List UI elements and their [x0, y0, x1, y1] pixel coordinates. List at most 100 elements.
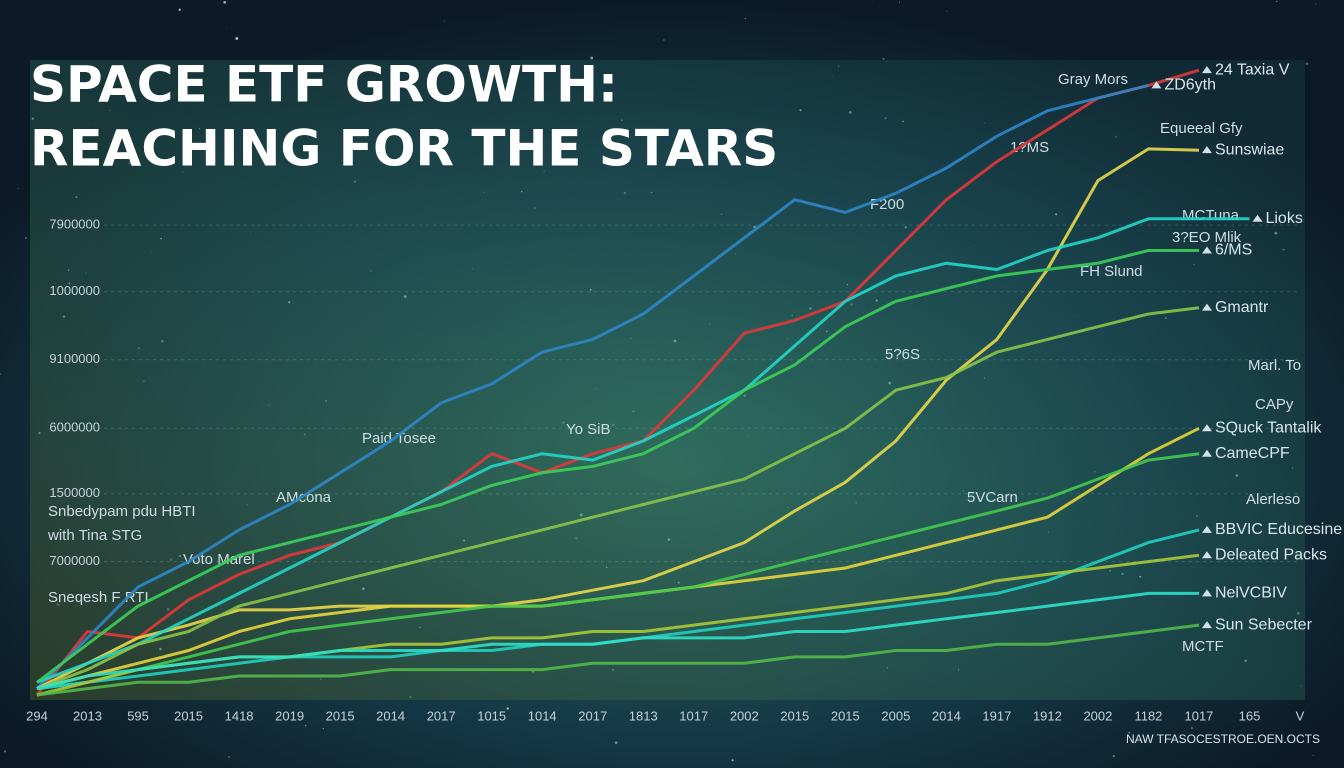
star	[228, 756, 230, 758]
x-tick-label: V	[1296, 708, 1305, 723]
annotation: Snbedypam pdu HBTI	[48, 503, 196, 520]
star	[358, 734, 359, 735]
annotation: Yo SiB	[566, 421, 610, 438]
star	[3, 750, 7, 753]
y-tick-label: 7000000	[49, 553, 100, 568]
x-tick-label: 1182	[1134, 708, 1162, 723]
annotation: F200	[870, 196, 904, 213]
star	[946, 10, 948, 12]
series-line	[36, 452, 1200, 691]
y-tick-label: 1500000	[49, 485, 100, 500]
star	[1312, 754, 1314, 757]
series-line	[35, 68, 1200, 696]
annotation: Equeeal Gfy	[1160, 120, 1243, 137]
star	[709, 723, 711, 725]
x-tick-label: 165	[1239, 708, 1261, 723]
series-line	[36, 591, 1199, 691]
star	[882, 57, 885, 60]
series-line	[36, 249, 1199, 684]
legend-marker	[1201, 246, 1212, 254]
legend-label: SQuck Tantalik	[1215, 420, 1322, 437]
star	[235, 37, 239, 40]
legend-label: Lioks	[1265, 210, 1302, 227]
x-tick-label: 2005	[881, 708, 910, 723]
chart-title: SPACE ETF GROWTH:	[30, 56, 618, 114]
star	[223, 0, 226, 4]
series-line	[36, 147, 1200, 690]
star	[744, 17, 746, 20]
x-tick-label: 1017	[1184, 708, 1213, 723]
legend-marker	[1201, 303, 1212, 311]
annotation: 1?MS	[1010, 139, 1049, 156]
x-tick-label: 2015	[831, 708, 860, 723]
annotation: CAPy	[1255, 396, 1294, 413]
y-tick-label: 7900000	[49, 217, 100, 232]
x-tick-label: 2017	[427, 708, 456, 723]
x-tick-label: 2015	[780, 708, 809, 723]
legend-label: BBVIC Educesine	[1215, 521, 1342, 538]
annotation: MCTF	[1182, 638, 1224, 655]
annotation: MCTuna	[1182, 207, 1240, 224]
star	[395, 766, 397, 768]
y-tick-label: 9100000	[49, 351, 100, 366]
star	[1315, 3, 1317, 5]
x-tick-label: 294	[26, 708, 48, 723]
star	[178, 8, 181, 11]
legend-label: Sun Sebecter	[1215, 616, 1313, 633]
x-tick-label: 1813	[629, 708, 658, 723]
star	[879, 5, 880, 7]
legend-label: Gmantr	[1215, 299, 1269, 316]
star	[663, 39, 665, 41]
legend-label: 24 Taxia V	[1215, 61, 1290, 78]
star	[1112, 754, 1115, 758]
legend-label: ZD6yth	[1164, 77, 1216, 94]
legend-label: 6/MS	[1215, 242, 1252, 259]
legend-label: Sunswiae	[1215, 141, 1284, 158]
legend-marker	[1201, 525, 1212, 533]
legend-marker	[1201, 589, 1212, 597]
star	[898, 1, 900, 3]
chart-title: REACHING FOR THE STARS	[30, 120, 778, 178]
x-tick-label: 1017	[679, 708, 708, 723]
star	[1191, 727, 1193, 729]
annotations: Gray Mors 1?MS F200 FH Slund 5?6S Paid T…	[47, 71, 1301, 655]
legend-label: Deleated Packs	[1215, 547, 1327, 564]
annotation: with Tina STG	[47, 527, 142, 544]
legend-label: CameCPF	[1215, 445, 1290, 462]
x-tick-label: 595	[127, 708, 149, 723]
star	[0, 373, 2, 376]
star	[731, 759, 734, 762]
x-tick-label: 2002	[1083, 708, 1112, 723]
x-tick-label: 2019	[275, 708, 304, 723]
star	[506, 707, 509, 710]
series-line	[36, 217, 1250, 684]
legend-marker	[1151, 81, 1162, 89]
x-tick-label: 2014	[932, 708, 961, 723]
x-tick-label: 2015	[174, 708, 203, 723]
x-tick-label: 2014	[376, 708, 405, 723]
x-tick-label: 1015	[477, 708, 506, 723]
annotation: FH Slund	[1080, 263, 1143, 280]
x-tick-label: 1917	[982, 708, 1011, 723]
star	[1128, 731, 1131, 734]
legend-marker	[1201, 424, 1212, 432]
x-tick-label: 2002	[730, 708, 759, 723]
x-tick-label: 2013	[73, 708, 102, 723]
annotation: 5VCarn	[967, 489, 1018, 506]
x-tick-label: 2015	[326, 708, 355, 723]
star	[226, 28, 228, 30]
legend-marker	[1201, 449, 1212, 457]
x-tick-label: 1912	[1033, 708, 1062, 723]
legend-marker	[1201, 551, 1212, 559]
star	[614, 741, 618, 745]
annotation: Gray Mors	[1058, 71, 1128, 88]
star	[24, 236, 27, 239]
star	[322, 728, 324, 730]
series-line	[36, 306, 1200, 691]
x-tick-label: 1014	[528, 708, 557, 723]
legend-marker	[1201, 146, 1212, 154]
annotation: Paid Tosee	[362, 430, 436, 447]
y-tick-label: 1000000	[49, 283, 100, 298]
x-tick-label: 2017	[578, 708, 607, 723]
